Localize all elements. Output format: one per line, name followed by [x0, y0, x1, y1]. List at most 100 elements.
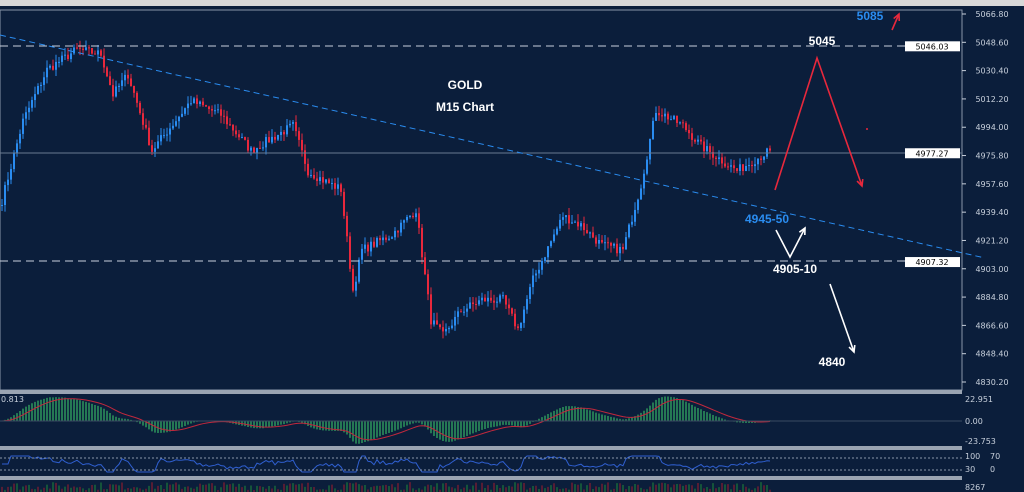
candle-body [481, 297, 483, 301]
candle-body [463, 311, 465, 313]
candle-body [541, 261, 543, 270]
macd-signal-line [1, 398, 771, 441]
candle-body [115, 86, 117, 97]
candle-body [694, 139, 696, 142]
candle-body [367, 244, 369, 252]
candle-body [733, 165, 735, 169]
candle-body [478, 300, 480, 305]
candle-body [274, 136, 276, 140]
candle-body [151, 145, 153, 152]
candle-body [520, 322, 522, 329]
candle-body [220, 109, 222, 116]
candle-body [313, 174, 315, 179]
candle-body [514, 313, 516, 327]
candle-body [661, 115, 663, 117]
candle-body [124, 74, 126, 81]
label-5085: 5085 [857, 9, 884, 23]
candle-body [610, 242, 612, 246]
candle-body [493, 300, 495, 303]
candle-body [640, 188, 642, 200]
candle-body [217, 109, 219, 111]
macd-value: 0.813 [1, 395, 24, 404]
trendline [0, 34, 986, 259]
candle-body [370, 241, 372, 252]
candle-body [214, 110, 216, 112]
candle-body [472, 302, 474, 304]
candle-body [91, 47, 93, 54]
pane-separator [0, 476, 962, 480]
pane-separator [0, 390, 962, 394]
candle-body [187, 103, 189, 109]
candle-body [31, 100, 33, 108]
macd-tick: 22.951 [965, 395, 993, 404]
axis-tick-label: 4848.40 [975, 350, 1008, 359]
candle-body [163, 135, 165, 137]
candle-body [346, 215, 348, 237]
candle-body [10, 169, 12, 180]
candle-body [295, 122, 297, 132]
axis-tick-label: 5066.80 [975, 10, 1008, 19]
candle-body [739, 164, 741, 171]
candle-body [76, 47, 78, 49]
axis-tick-label: 4921.20 [975, 236, 1008, 245]
candle-body [553, 234, 555, 242]
candle-body [496, 301, 498, 303]
candle-body [61, 55, 63, 62]
candle-body [112, 85, 114, 97]
candle-body [529, 287, 531, 300]
chart-frame [0, 9, 963, 480]
candle-body [403, 220, 405, 223]
candle-body [133, 85, 135, 93]
candle-body [178, 116, 180, 122]
candle-body [727, 166, 729, 168]
candle-body [448, 328, 450, 330]
candle-body [577, 221, 579, 227]
candle-body [634, 209, 636, 222]
candle-body [1, 204, 3, 206]
candle-body [292, 122, 294, 124]
candle-body [547, 246, 549, 258]
candle-body [235, 130, 237, 135]
candle-body [358, 259, 360, 282]
candle-body [508, 304, 510, 309]
candle-body [169, 128, 171, 135]
candle-body [148, 127, 150, 146]
candle-body [682, 122, 684, 124]
candle-body [466, 308, 468, 312]
candle-body [280, 131, 282, 135]
candle-body [523, 309, 525, 323]
candle-body [52, 65, 54, 70]
candle-body [241, 137, 243, 139]
candle-body [94, 53, 96, 55]
candle-body [418, 213, 420, 228]
candle-body [229, 124, 231, 126]
bullish-bearish-scenario-arrow [774, 55, 863, 191]
breakdown-arrow [829, 283, 855, 353]
candle-body [769, 148, 771, 151]
candle-body [265, 137, 267, 148]
price-label-box [905, 41, 960, 52]
candle-body [181, 113, 183, 117]
candle-body [427, 274, 429, 295]
candle-body [742, 164, 744, 172]
candle-body [379, 237, 381, 241]
candle-body [361, 248, 363, 260]
candle-body [13, 152, 15, 170]
candle-body [193, 98, 195, 104]
candle-body [457, 311, 459, 317]
candle-body [511, 308, 513, 314]
bullish-bearish-scenario-arrow-head [856, 178, 864, 188]
candle-body [199, 101, 201, 104]
bounce-arrow-head [798, 226, 806, 236]
candle-body [397, 230, 399, 233]
candle-body [322, 177, 324, 183]
candle-body [712, 152, 714, 158]
rsi-tick: 100 [965, 452, 980, 461]
candle-body [109, 76, 111, 86]
volume-tick: 8267 [965, 483, 985, 492]
candle-body [754, 164, 756, 167]
candle-body [442, 327, 444, 332]
candle-body [409, 215, 411, 217]
candle-body [7, 179, 9, 186]
